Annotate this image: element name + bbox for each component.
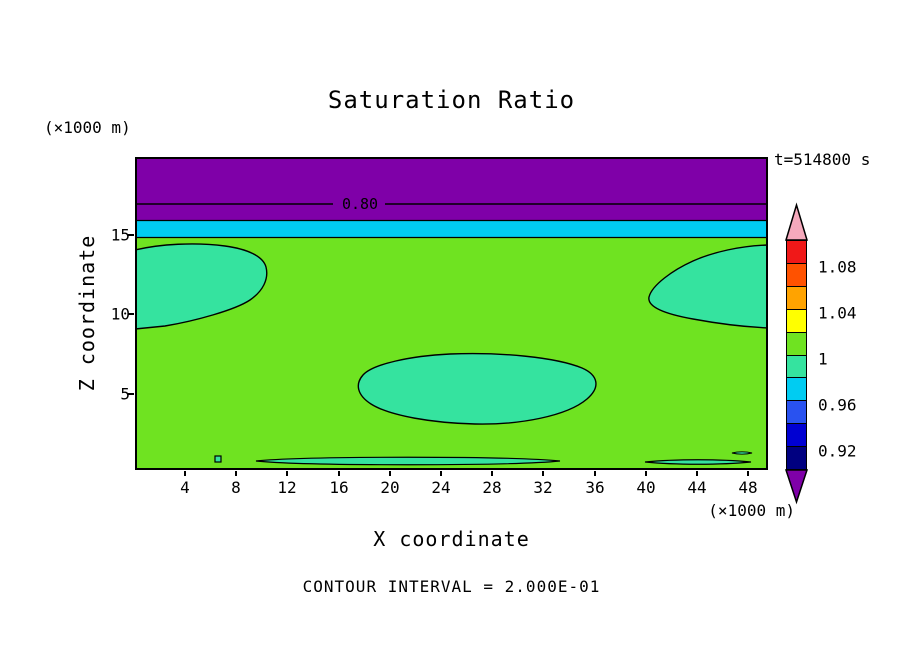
plot-border: [135, 157, 768, 470]
colorbar-segment: [787, 263, 806, 287]
x-tick-mark: [542, 471, 544, 476]
teal-lobe-center: [357, 352, 597, 425]
x-tick-label: 8: [231, 478, 241, 497]
colorbar-segment: [787, 424, 806, 448]
x-tick-label: 16: [329, 478, 349, 497]
colorbar-tick-label: 1.04: [818, 303, 857, 323]
x-tick-mark: [389, 471, 391, 476]
colorbar-segment: [787, 286, 806, 310]
teal-speck-bottom-left: [214, 455, 222, 463]
x-tick-mark: [286, 471, 288, 476]
x-tick-label: 4: [180, 478, 190, 497]
x-tick-mark: [645, 471, 647, 476]
colorbar-segment: [787, 309, 806, 333]
x-tick-mark: [491, 471, 493, 476]
teal-lobe-right: [648, 244, 768, 329]
colorbar-under-range-arrow: [784, 469, 809, 505]
x-tick-label: 32: [533, 478, 553, 497]
teal-lobe-left: [135, 243, 268, 330]
colorbar-segment: [787, 355, 806, 379]
x-tick-mark: [696, 471, 698, 476]
x-tick-label: 48: [738, 478, 758, 497]
y-tick-label: 15: [110, 225, 130, 245]
colorbar: [786, 240, 807, 470]
purple-band-region: [135, 157, 768, 220]
x-axis-label: X coordinate: [373, 527, 530, 551]
teal-stripe-bottom-center: [255, 456, 561, 466]
x-tick-label: 36: [585, 478, 605, 497]
colorbar-tick-label: 0.92: [818, 441, 857, 461]
timestamp-label: t=514800 s: [774, 150, 871, 169]
x-tick-mark: [594, 471, 596, 476]
x-axis-unit-label: (×1000 m): [708, 501, 795, 520]
x-tick-label: 28: [482, 478, 502, 497]
colorbar-segment: [787, 241, 806, 264]
y-tick-mark: [128, 234, 134, 236]
contour-line-value-label: 0.80: [341, 195, 379, 213]
colorbar-over-range-arrow: [784, 202, 809, 241]
teal-dash-bottom-right: [731, 451, 753, 455]
contour-plot-canvas: [135, 157, 768, 470]
x-tick-label: 20: [380, 478, 400, 497]
x-tick-mark: [440, 471, 442, 476]
x-tick-label: 12: [277, 478, 297, 497]
colorbar-segment: [787, 401, 806, 425]
colorbar-tick-label: 0.96: [818, 395, 857, 415]
y-tick-mark: [128, 313, 134, 315]
plot-title: Saturation Ratio: [327, 86, 576, 114]
colorbar-tick-label: 1: [818, 349, 828, 369]
y-tick-label: 10: [110, 304, 130, 324]
cyan-band-region: [135, 220, 768, 237]
colorbar-arrows: [784, 202, 809, 505]
x-tick-mark: [184, 471, 186, 476]
x-tick-label: 40: [636, 478, 656, 497]
colorbar-segment: [787, 447, 806, 470]
y-axis-unit-label: (×1000 m): [44, 118, 131, 137]
colorbar-segment: [787, 332, 806, 356]
colorbar-segment: [787, 378, 806, 402]
x-tick-mark: [338, 471, 340, 476]
colorbar-tick-label: 1.08: [818, 257, 857, 277]
teal-stripe-bottom-right: [644, 459, 752, 465]
x-tick-mark: [235, 471, 237, 476]
y-tick-mark: [128, 393, 134, 395]
x-tick-mark: [747, 471, 749, 476]
y-tick-label: 5: [120, 384, 130, 404]
x-tick-label: 24: [431, 478, 451, 497]
x-tick-label: 44: [687, 478, 707, 497]
contour-interval-note: CONTOUR INTERVAL = 2.000E-01: [302, 577, 601, 596]
